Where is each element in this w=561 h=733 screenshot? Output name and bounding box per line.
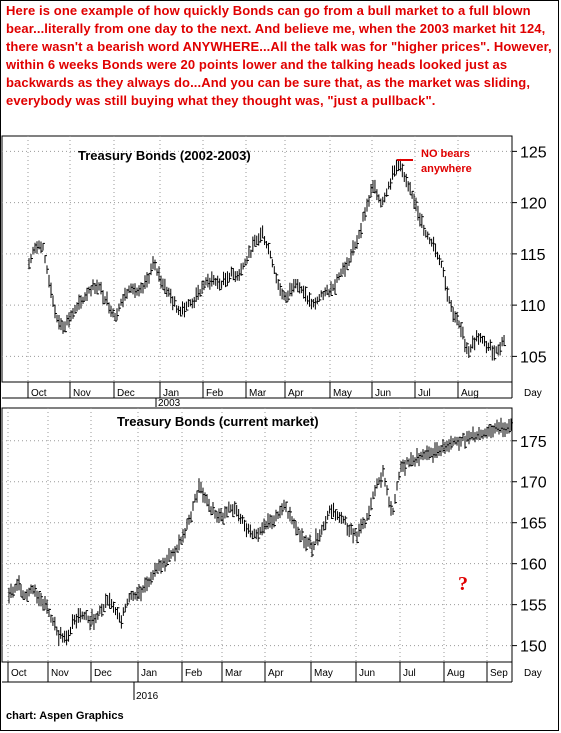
- x-tick-label: Dec: [117, 388, 135, 399]
- x-tick-label: Aug: [447, 668, 465, 679]
- price-series: [8, 417, 513, 647]
- x-tick-label: May: [314, 668, 333, 679]
- y-tick-label: 170: [520, 475, 547, 492]
- price-series: [28, 158, 507, 361]
- x-tick-label: Feb: [206, 388, 224, 399]
- x-tick-label: Apr: [268, 668, 284, 679]
- x-tick-label: Jun: [359, 668, 375, 679]
- chart-title: Treasury Bonds (2002-2003): [78, 148, 251, 163]
- x-tick-label: Aug: [461, 388, 479, 399]
- x-tick-label: Feb: [185, 668, 203, 679]
- x-tick-label: Jul: [403, 668, 416, 679]
- annotation-text: NO bears: [421, 148, 470, 160]
- y-tick-label: 155: [520, 598, 547, 615]
- chart-panel-2: 150 155 160 165 170 175 Oct Nov Dec Jan Feb Mar Apr M…: [1, 407, 547, 702]
- y-tick-label: 160: [520, 557, 547, 574]
- x-tick-label: Jun: [375, 388, 391, 399]
- chart-panel-1: 105 110 115 120 125 Oct Nov Dec Jan Feb Mar Apr May J…: [1, 135, 547, 409]
- y-tick-label: 110: [520, 298, 546, 315]
- y-tick-label: 120: [520, 196, 547, 213]
- x-tick-label: Oct: [31, 388, 47, 399]
- y-tick-label: 175: [520, 434, 547, 451]
- x-axis-unit-label: Day: [524, 388, 542, 399]
- y-tick-label: 150: [520, 639, 547, 656]
- x-axis-unit-label: Day: [524, 668, 542, 679]
- chart-title: Treasury Bonds (current market): [117, 414, 319, 429]
- year-label: 2016: [136, 691, 159, 702]
- x-tick-label: Dec: [94, 668, 112, 679]
- y-tick-label: 165: [520, 516, 547, 533]
- y-tick-label: 125: [520, 144, 547, 161]
- x-tick-label: Jan: [163, 388, 179, 399]
- x-tick-label: Mar: [225, 668, 243, 679]
- x-tick-label: Jan: [141, 668, 157, 679]
- x-tick-label: May: [333, 388, 352, 399]
- question-mark-annotation: ?: [458, 573, 468, 595]
- x-tick-label: Sep: [490, 668, 508, 679]
- annotation-text: anywhere: [421, 163, 472, 175]
- y-tick-label: 115: [520, 247, 546, 264]
- year-label: 2003: [158, 398, 181, 409]
- y-tick-label: 105: [520, 349, 547, 366]
- x-tick-label: Apr: [288, 388, 304, 399]
- x-tick-label: Nov: [73, 388, 91, 399]
- x-tick-label: Nov: [51, 668, 69, 679]
- x-tick-label: Jul: [418, 388, 431, 399]
- intro-text: Here is one example of how quickly Bonds…: [6, 3, 552, 108]
- x-tick-label: Oct: [11, 668, 27, 679]
- x-tick-label: Mar: [249, 388, 267, 399]
- chart-credit: chart: Aspen Graphics: [6, 710, 124, 722]
